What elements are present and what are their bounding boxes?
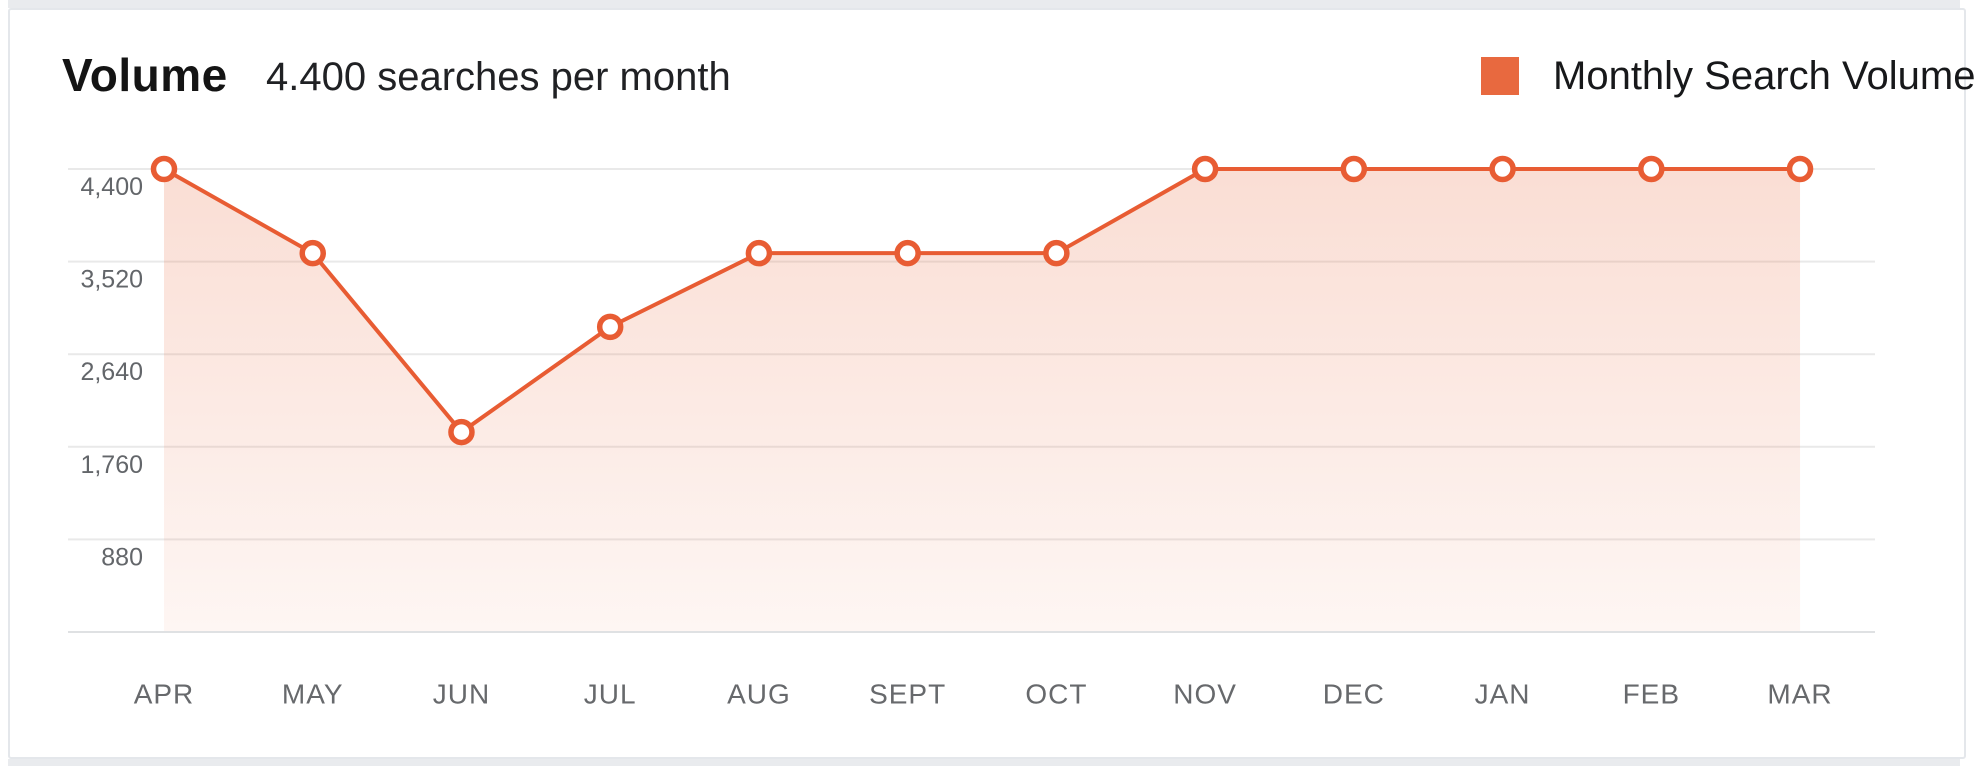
y-axis-tick-label: 880: [101, 543, 143, 571]
x-axis-month-label: OCT: [1025, 679, 1087, 710]
chart-title: Volume: [62, 49, 228, 101]
x-axis-month-label: JUN: [433, 679, 490, 710]
y-axis-tick-label: 3,520: [80, 266, 143, 294]
search-volume-summary: 4.400 searches per month: [266, 55, 731, 99]
x-axis-month-label: JAN: [1475, 679, 1531, 710]
y-axis-tick-label: 4,400: [80, 173, 143, 201]
data-point-marker-sept[interactable]: [894, 239, 921, 267]
x-axis-month-label: MAY: [282, 679, 344, 710]
legend: Monthly Search Volume: [1481, 56, 1974, 96]
x-axis-labels: APR MAY JUN JUL AUG SEPT OCT NOV DEC JAN FEB MAR: [134, 679, 1832, 710]
data-point-marker-dec[interactable]: [1340, 155, 1368, 183]
y-axis-labels: 4,400 3,520 2,640 1,760 880: [80, 173, 143, 571]
x-axis-month-label: APR: [134, 679, 195, 710]
y-axis-tick-label: 2,640: [80, 358, 143, 386]
area-fill: [164, 169, 1801, 632]
x-axis-month-label: DEC: [1323, 679, 1385, 710]
x-axis-month-label: SEPT: [869, 679, 946, 710]
data-point-marker-feb[interactable]: [1638, 155, 1665, 183]
data-point-marker-nov[interactable]: [1191, 155, 1219, 183]
line-path: [162, 167, 1803, 435]
data-point-marker-jun[interactable]: [448, 418, 475, 446]
data-point-marker-mar[interactable]: [1786, 155, 1814, 183]
data-point-marker-apr[interactable]: [150, 155, 178, 183]
page-background-strip-top: [8, 0, 1960, 8]
x-axis-month-label: JUL: [584, 679, 637, 710]
legend-label: Monthly Search Volume: [1553, 54, 1974, 98]
data-point-marker-may[interactable]: [299, 239, 326, 267]
x-axis-month-label: AUG: [727, 679, 791, 710]
data-point-marker-jan[interactable]: [1489, 155, 1516, 183]
data-point-marker-oct[interactable]: [1043, 239, 1070, 267]
x-axis-month-label: NOV: [1173, 679, 1237, 710]
x-axis-month-label: FEB: [1623, 679, 1680, 710]
data-point-marker-jul[interactable]: [596, 313, 624, 341]
data-points: [150, 155, 1814, 446]
data-point-marker-aug[interactable]: [745, 239, 773, 267]
x-axis-month-label: MAR: [1767, 679, 1832, 710]
page-background-strip-bottom: [8, 759, 1960, 766]
legend-swatch-icon: [1481, 57, 1519, 95]
y-axis-tick-label: 1,760: [80, 451, 143, 479]
